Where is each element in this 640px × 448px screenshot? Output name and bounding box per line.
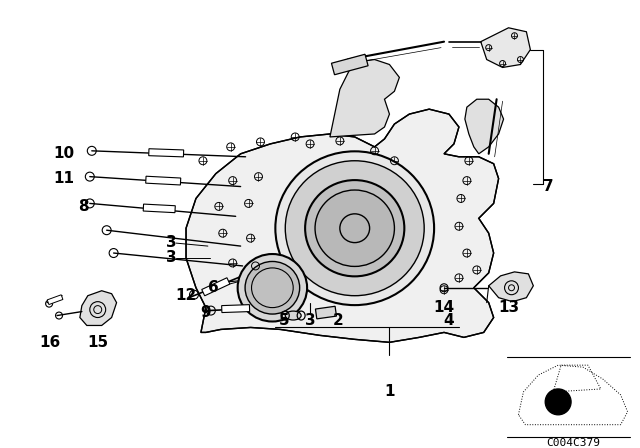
Ellipse shape: [305, 180, 404, 276]
Text: 1: 1: [384, 384, 395, 400]
Bar: [143, 204, 175, 213]
Bar: [47, 295, 63, 305]
Polygon shape: [465, 99, 504, 154]
Text: 10: 10: [53, 146, 74, 161]
Text: 12: 12: [175, 288, 196, 303]
Polygon shape: [489, 272, 533, 302]
Polygon shape: [186, 109, 499, 342]
Text: 2: 2: [333, 313, 343, 328]
Text: 5: 5: [279, 313, 289, 328]
Ellipse shape: [285, 161, 424, 296]
Text: 7: 7: [543, 179, 554, 194]
Text: 11: 11: [54, 171, 74, 186]
Text: 8: 8: [79, 199, 89, 214]
Bar: [202, 278, 230, 296]
Text: 14: 14: [433, 300, 454, 315]
Ellipse shape: [315, 190, 394, 267]
Text: 4: 4: [444, 313, 454, 328]
Text: C004C379: C004C379: [546, 438, 600, 448]
Ellipse shape: [245, 262, 300, 314]
Ellipse shape: [275, 151, 434, 305]
Bar: [146, 176, 180, 185]
Text: 9: 9: [200, 305, 211, 320]
Bar: [332, 54, 368, 75]
Bar: [316, 306, 337, 319]
Text: 15: 15: [87, 335, 108, 350]
Text: 3: 3: [305, 313, 316, 328]
Text: 6: 6: [209, 280, 220, 295]
Text: 13: 13: [498, 300, 519, 315]
Circle shape: [545, 389, 571, 415]
Bar: [221, 305, 250, 313]
Bar: [148, 149, 184, 157]
Text: 3: 3: [166, 235, 177, 250]
Ellipse shape: [237, 254, 307, 322]
Polygon shape: [80, 291, 116, 325]
Polygon shape: [481, 28, 531, 68]
Polygon shape: [330, 60, 399, 137]
Text: 16: 16: [40, 335, 61, 350]
Ellipse shape: [285, 311, 301, 320]
Text: 3: 3: [166, 250, 177, 266]
